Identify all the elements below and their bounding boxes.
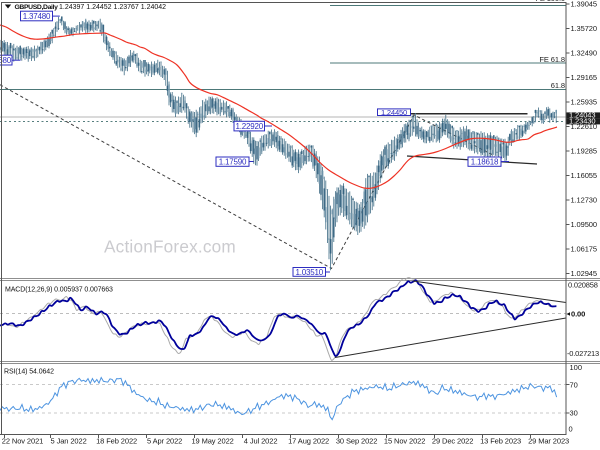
svg-text:1.22610: 1.22610: [571, 122, 597, 131]
svg-text:ActionForex.com: ActionForex.com: [104, 237, 236, 257]
svg-text:1.19285: 1.19285: [571, 147, 597, 156]
svg-text:70: 70: [570, 380, 578, 389]
svg-text:1.02945: 1.02945: [571, 269, 597, 278]
svg-text:1.24043: 1.24043: [569, 111, 595, 120]
svg-text:0.020858: 0.020858: [568, 281, 598, 290]
svg-text:0: 0: [569, 424, 573, 433]
svg-text:13 Feb 2023: 13 Feb 2023: [480, 437, 521, 446]
svg-text:1.18618: 1.18618: [471, 158, 499, 167]
svg-text:30: 30: [570, 409, 578, 418]
svg-text:4 Jul 2022: 4 Jul 2022: [244, 437, 278, 446]
svg-text:1.31680: 1.31680: [0, 56, 12, 65]
svg-text:1.06175: 1.06175: [571, 245, 597, 254]
svg-text:30 Sep 2022: 30 Sep 2022: [336, 437, 377, 446]
svg-text:1.22920: 1.22920: [235, 122, 263, 131]
svg-text:1.39045: 1.39045: [571, 0, 597, 9]
svg-text:FE 61.8: FE 61.8: [539, 55, 565, 64]
svg-text:5 Jan 2022: 5 Jan 2022: [51, 437, 87, 446]
svg-text:1.17590: 1.17590: [219, 158, 247, 167]
svg-text:1.35720: 1.35720: [571, 24, 597, 33]
svg-text:61.8: 61.8: [551, 81, 565, 90]
svg-text:1.16055: 1.16055: [571, 171, 597, 180]
svg-text:29 Mar 2023: 29 Mar 2023: [528, 437, 569, 446]
svg-text:18 Feb 2022: 18 Feb 2022: [96, 437, 137, 446]
svg-text:1.37480: 1.37480: [23, 12, 51, 21]
svg-text:22 Nov 2021: 22 Nov 2021: [2, 437, 43, 446]
svg-text:17 Aug 2022: 17 Aug 2022: [288, 437, 329, 446]
svg-text:1.24450: 1.24450: [381, 108, 407, 117]
svg-text:5 Apr 2022: 5 Apr 2022: [147, 437, 182, 446]
svg-text:1.23430: 1.23430: [569, 117, 595, 126]
svg-text:1.24397 1.24452 1.23767 1.2404: 1.24397 1.24452 1.23767 1.24042: [59, 4, 166, 11]
svg-text:19 May 2022: 19 May 2022: [191, 437, 233, 446]
svg-text:RSI(14) 54.0642: RSI(14) 54.0642: [4, 369, 54, 376]
svg-text:FE 100.0: FE 100.0: [535, 0, 565, 3]
svg-text:1.25935: 1.25935: [571, 98, 597, 107]
svg-text:-0.027213: -0.027213: [567, 349, 599, 358]
svg-text:100: 100: [570, 363, 583, 372]
svg-text:29 Dec 2022: 29 Dec 2022: [432, 437, 473, 446]
svg-text:MACD(12,26,9) 0.005937 0.00766: MACD(12,26,9) 0.005937 0.007663: [5, 287, 113, 294]
svg-text:15 Nov 2022: 15 Nov 2022: [384, 437, 425, 446]
svg-text:1.03510: 1.03510: [295, 268, 323, 277]
svg-text:0.00: 0.00: [571, 310, 585, 319]
svg-text:1.12730: 1.12730: [571, 196, 597, 205]
svg-text:1.32490: 1.32490: [571, 49, 597, 58]
svg-text:1.29165: 1.29165: [571, 73, 597, 82]
svg-text:GBPUSD,Daily: GBPUSD,Daily: [15, 4, 59, 11]
svg-text:1.09500: 1.09500: [571, 220, 597, 229]
